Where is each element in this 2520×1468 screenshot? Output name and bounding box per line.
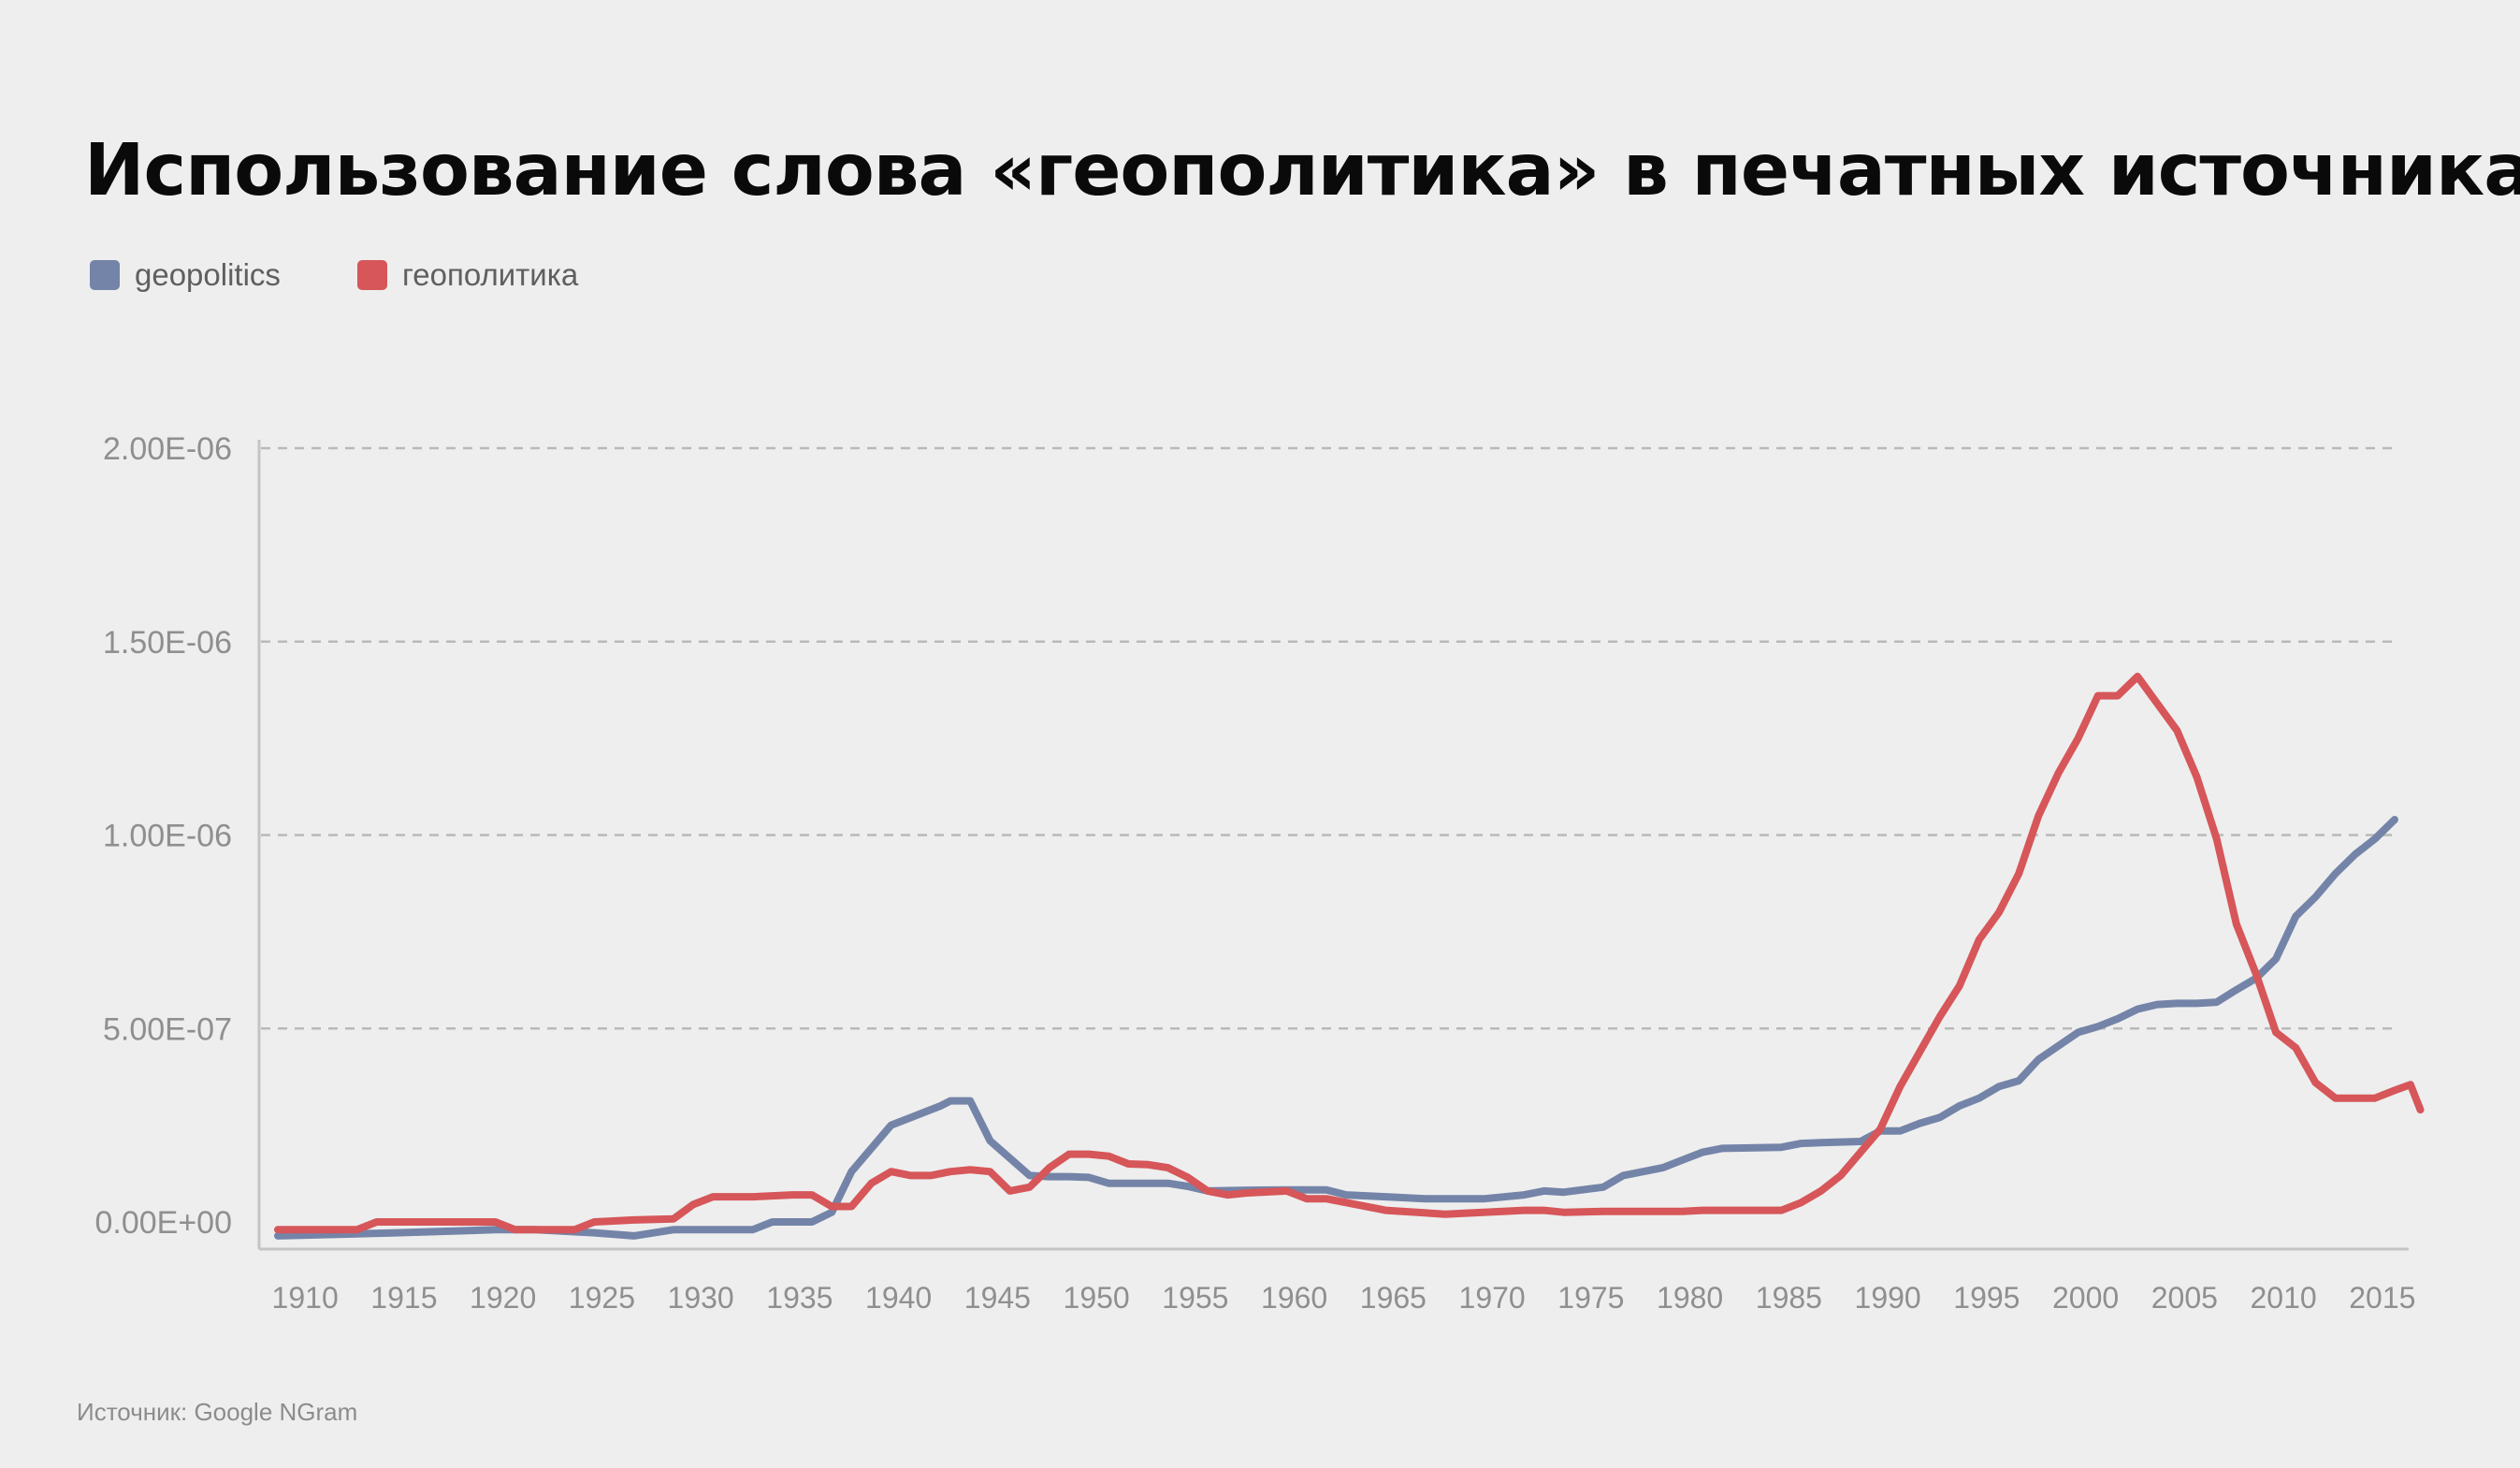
x-tick-label-1940: 1940 (865, 1281, 932, 1315)
y-tick-label-1: 5.00E-07 (103, 1011, 232, 1047)
x-tick-label-1955: 1955 (1162, 1281, 1228, 1315)
legend-label-geopolitika: геополитика (401, 257, 579, 292)
x-tick-label-2010: 2010 (2251, 1281, 2317, 1315)
x-tick-label-1915: 1915 (370, 1281, 437, 1315)
x-tick-label-2015: 2015 (2349, 1281, 2415, 1315)
series-line-geopolitika (274, 673, 2425, 1234)
y-tick-label-2: 1.00E-06 (103, 819, 232, 854)
x-tick-label-1920: 1920 (470, 1281, 536, 1315)
series-line-geopolitics (274, 816, 2398, 1240)
chart-title: Использование слова «геополитика» в печа… (84, 129, 2520, 212)
y-tick-label-4: 2.00E-06 (103, 431, 232, 467)
x-tick-label-1995: 1995 (1953, 1281, 2020, 1315)
x-tick-label-1935: 1935 (766, 1281, 833, 1315)
x-tick-label-1985: 1985 (1756, 1281, 1822, 1315)
x-tick-label-2005: 2005 (2151, 1281, 2218, 1315)
x-tick-label-1975: 1975 (1557, 1281, 1624, 1315)
x-tick-label-1945: 1945 (964, 1281, 1031, 1315)
x-tick-label-2000: 2000 (2052, 1281, 2119, 1315)
source-note: Источник: Google NGram (77, 1398, 358, 1426)
x-tick-label-1910: 1910 (272, 1281, 339, 1315)
x-tick-label-1970: 1970 (1459, 1281, 1526, 1315)
legend-swatch-geopolitics (90, 260, 120, 290)
x-tick-label-1925: 1925 (569, 1281, 635, 1315)
x-tick-label-1960: 1960 (1261, 1281, 1327, 1315)
y-tick-label-3: 1.50E-06 (103, 625, 232, 661)
legend-swatch-geopolitika (356, 260, 387, 290)
x-tick-label-1930: 1930 (668, 1281, 734, 1315)
x-tick-label-1965: 1965 (1360, 1281, 1427, 1315)
legend-item-geopolitics: geopolitics (90, 257, 281, 293)
y-tick-label-0: 0.00E+00 (94, 1205, 232, 1241)
legend-label-geopolitics: geopolitics (135, 257, 281, 292)
x-tick-label-1950: 1950 (1064, 1281, 1130, 1315)
x-tick-label-1990: 1990 (1855, 1281, 1921, 1315)
legend-item-geopolitika: геополитика (356, 257, 579, 293)
x-tick-label-1980: 1980 (1657, 1281, 1723, 1315)
legend: geopolitics геополитика (90, 257, 578, 293)
